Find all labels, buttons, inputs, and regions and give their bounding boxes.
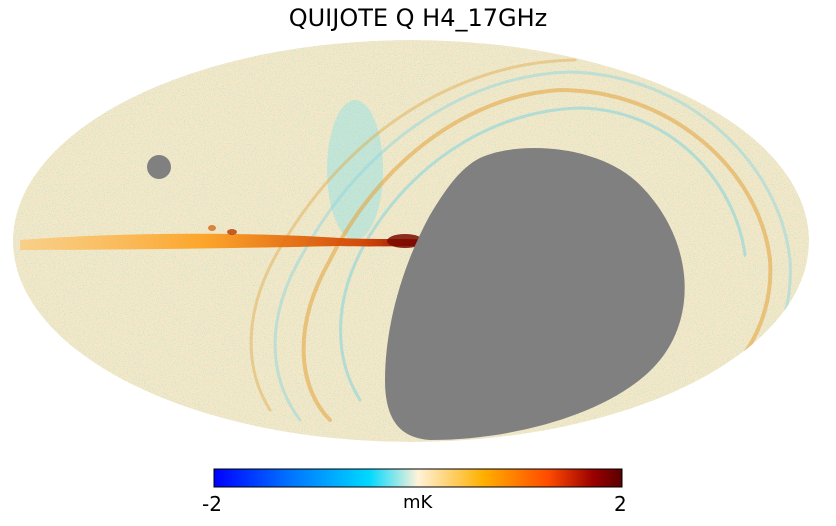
cold-structure	[327, 100, 383, 240]
galactic-plane-emission	[20, 233, 425, 250]
colorbar	[213, 468, 623, 488]
colorbar-max-label: 2	[614, 492, 627, 516]
colorbar-unit-label: mK	[403, 492, 433, 513]
map-title: QUIJOTE Q H4_17GHz	[288, 4, 548, 32]
north-polar-spur-arcs	[249, 58, 792, 427]
galactic-center-hotspot	[387, 234, 423, 248]
masked-hole	[147, 155, 171, 179]
masked-region	[385, 148, 685, 441]
colorbar-min-label: -2	[202, 492, 222, 516]
